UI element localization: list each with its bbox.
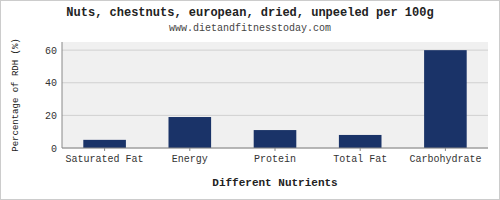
y-tick-label: 20 <box>45 111 57 122</box>
bar <box>254 130 297 148</box>
x-tick-label: Saturated Fat <box>66 154 144 165</box>
x-tick <box>360 148 361 151</box>
x-tick-label: Energy <box>172 154 208 165</box>
subtitle: www.dietandfitnesstoday.com <box>169 23 331 34</box>
x-tick <box>189 148 190 151</box>
bars <box>83 50 466 148</box>
y-axis-label: Percentage of RDH (%) <box>11 38 21 151</box>
bar <box>169 117 212 148</box>
y-tick-label: 40 <box>45 78 57 89</box>
y-tick-label: 60 <box>45 46 57 57</box>
x-tick-label: Total Fat <box>333 154 387 165</box>
x-tick <box>275 148 276 151</box>
x-tick <box>445 148 446 151</box>
x-tick-label: Protein <box>254 154 296 165</box>
bar <box>83 140 126 148</box>
y-tick-label: 0 <box>51 144 57 155</box>
plot-background <box>62 42 488 148</box>
bar <box>339 135 382 148</box>
chart-container: Nuts, chestnuts, european, dried, unpeel… <box>0 0 500 200</box>
bar <box>424 50 467 148</box>
title: Nuts, chestnuts, european, dried, unpeel… <box>66 6 433 20</box>
x-tick <box>104 148 105 151</box>
background <box>1 1 500 200</box>
y-axis-line <box>62 42 63 148</box>
chart-svg: Nuts, chestnuts, european, dried, unpeel… <box>0 0 500 200</box>
x-axis-label: Different Nutrients <box>212 177 337 189</box>
x-tick-label: Carbohydrate <box>409 154 481 165</box>
